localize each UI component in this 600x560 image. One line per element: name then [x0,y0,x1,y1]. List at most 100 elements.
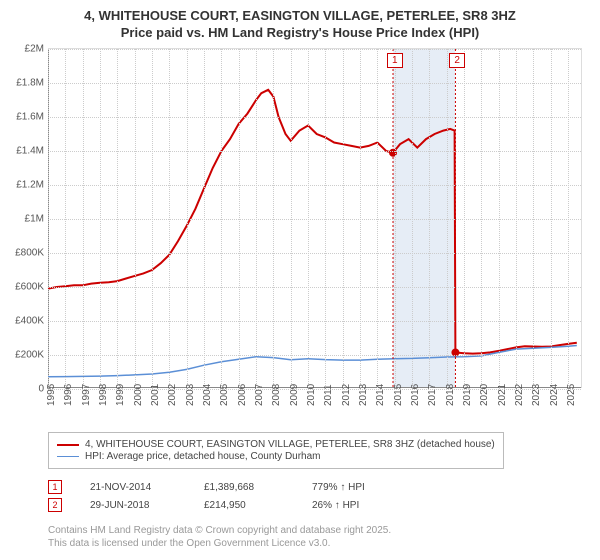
xtick-label: 1998 [94,384,109,406]
gridline-v [65,49,66,388]
data-attribution: Contains HM Land Registry data © Crown c… [48,524,391,550]
gridline-v [464,49,465,388]
xtick-label: 2020 [475,384,490,406]
xtick-label: 1996 [59,384,74,406]
legend-label: HPI: Average price, detached house, Coun… [85,451,321,462]
xtick-label: 2010 [302,384,317,406]
gridline-v [447,49,448,388]
ytick-label: £1.4M [16,146,48,157]
gridline-h [48,219,581,220]
xtick-label: 2022 [510,384,525,406]
annotation-row: 1 21-NOV-2014 £1,389,668 779% ↑ HPI [48,480,365,494]
gridline-v [117,49,118,388]
xtick-label: 2013 [354,384,369,406]
xtick-label: 2025 [562,384,577,406]
ytick-label: £1M [25,214,48,225]
gridline-h [48,321,581,322]
ytick-label: £600K [15,282,48,293]
annotation-table: 1 21-NOV-2014 £1,389,668 779% ↑ HPI 2 29-JUN-… [48,476,365,516]
gridline-v [187,49,188,388]
chart-title: 4, WHITEHOUSE COURT, EASINGTON VILLAGE, … [0,0,600,42]
chart-container: 4, WHITEHOUSE COURT, EASINGTON VILLAGE, … [0,0,600,560]
ytick-label: £1.8M [16,78,48,89]
xtick-label: 2002 [163,384,178,406]
gridline-h [48,355,581,356]
gridline-h [48,83,581,84]
ytick-label: £2M [25,44,48,55]
legend-swatch [57,444,79,446]
xtick-label: 2000 [129,384,144,406]
xtick-label: 2019 [458,384,473,406]
xtick-label: 2017 [423,384,438,406]
ytick-label: £1.2M [16,180,48,191]
xtick-label: 2004 [198,384,213,406]
gridline-v [481,49,482,388]
legend-label: 4, WHITEHOUSE COURT, EASINGTON VILLAGE, … [85,439,495,450]
xtick-label: 2014 [371,384,386,406]
annotation-price: £1,389,668 [204,482,284,493]
xtick-label: 1995 [42,384,57,406]
annotation-delta: 26% ↑ HPI [312,500,359,511]
gridline-h [48,185,581,186]
xtick-label: 2021 [493,384,508,406]
marker-badge: 1 [387,53,403,68]
gridline-h [48,117,581,118]
gridline-v [516,49,517,388]
gridline-v [395,49,396,388]
xtick-label: 2023 [527,384,542,406]
ytick-label: £800K [15,248,48,259]
gridline-v [533,49,534,388]
gridline-h [48,287,581,288]
xtick-label: 2015 [389,384,404,406]
annotation-badge: 1 [48,480,62,494]
gridline-v [291,49,292,388]
xtick-label: 2024 [545,384,560,406]
xtick-label: 2008 [267,384,282,406]
annotation-badge: 2 [48,498,62,512]
gridline-v [239,49,240,388]
xtick-label: 2011 [319,384,334,406]
gridline-v [360,49,361,388]
gridline-h [48,49,581,50]
xtick-label: 2001 [146,384,161,406]
ytick-label: £1.6M [16,112,48,123]
legend-item: 4, WHITEHOUSE COURT, EASINGTON VILLAGE, … [57,439,495,450]
annotation-delta: 779% ↑ HPI [312,482,365,493]
gridline-v [204,49,205,388]
gridline-v [499,49,500,388]
gridline-v [221,49,222,388]
xtick-label: 2016 [406,384,421,406]
legend-item: HPI: Average price, detached house, Coun… [57,451,495,462]
gridline-v [412,49,413,388]
xtick-label: 2018 [441,384,456,406]
series-line [48,90,577,354]
xtick-label: 2006 [233,384,248,406]
annotation-row: 229-JUN-2018£214,95026% ↑ HPI [48,498,365,512]
gridline-v [135,49,136,388]
annotation-date: 29-JUN-2018 [90,500,176,511]
gridline-v [169,49,170,388]
gridline-v [343,49,344,388]
legend-swatch [57,456,79,457]
xtick-label: 1999 [111,384,126,406]
gridline-v [377,49,378,388]
title-line2: Price paid vs. HM Land Registry's House … [0,25,600,42]
ytick-label: £400K [15,316,48,327]
gridline-v [568,49,569,388]
gridline-h [48,151,581,152]
gridline-v [152,49,153,388]
title-line1: 4, WHITEHOUSE COURT, EASINGTON VILLAGE, … [0,8,600,25]
gridline-h [48,253,581,254]
gridline-v [83,49,84,388]
gridline-v [325,49,326,388]
gridline-v [429,49,430,388]
xtick-label: 2012 [337,384,352,406]
annotation-date: 21-NOV-2014 [90,482,176,493]
ytick-label: £200K [15,350,48,361]
legend: 4, WHITEHOUSE COURT, EASINGTON VILLAGE, … [48,432,504,469]
gridline-v [100,49,101,388]
footer-line2: This data is licensed under the Open Gov… [48,537,391,550]
xtick-label: 2005 [215,384,230,406]
xtick-label: 2009 [285,384,300,406]
plot-area: 0£200K£400K£600K£800K£1M£1.2M£1.4M£1.6M£… [48,48,582,388]
